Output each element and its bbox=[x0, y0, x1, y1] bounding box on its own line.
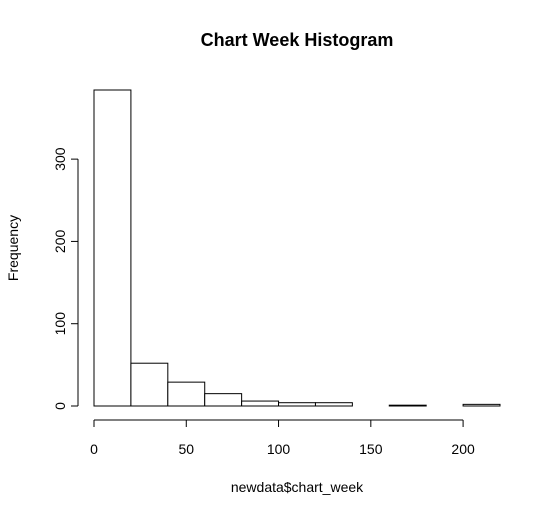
histogram-bar-120-140 bbox=[314, 402, 353, 407]
histogram-bar-0-20 bbox=[93, 89, 132, 407]
x-tick-label-100: 100 bbox=[267, 441, 291, 457]
x-tick-label-200: 200 bbox=[451, 441, 475, 457]
y-tick-label-0: 0 bbox=[52, 402, 68, 410]
x-tick-label-50: 50 bbox=[178, 441, 194, 457]
y-axis: 0 100 200 300 bbox=[52, 147, 79, 410]
x-axis: 0 50 100 150 200 bbox=[90, 419, 475, 457]
x-axis-label: newdata$chart_week bbox=[231, 479, 364, 495]
x-tick-label-150: 150 bbox=[359, 441, 383, 457]
chart-title: Chart Week Histogram bbox=[201, 30, 394, 50]
y-tick-label-100: 100 bbox=[52, 312, 68, 336]
bars-group bbox=[93, 89, 501, 407]
y-tick-label-200: 200 bbox=[52, 230, 68, 254]
histogram-bar-60-80 bbox=[204, 393, 243, 407]
histogram-bar-160-180 bbox=[388, 404, 427, 407]
histogram-bar-200-220 bbox=[462, 403, 501, 407]
histogram-bar-80-100 bbox=[241, 400, 280, 407]
histogram-bar-100-120 bbox=[278, 402, 316, 407]
histogram-bar-20-40 bbox=[130, 362, 169, 407]
y-tick-label-300: 300 bbox=[52, 147, 68, 171]
histogram-bar-40-60 bbox=[167, 381, 206, 407]
x-tick-label-0: 0 bbox=[90, 441, 98, 457]
y-axis-label: Frequency bbox=[5, 215, 21, 281]
